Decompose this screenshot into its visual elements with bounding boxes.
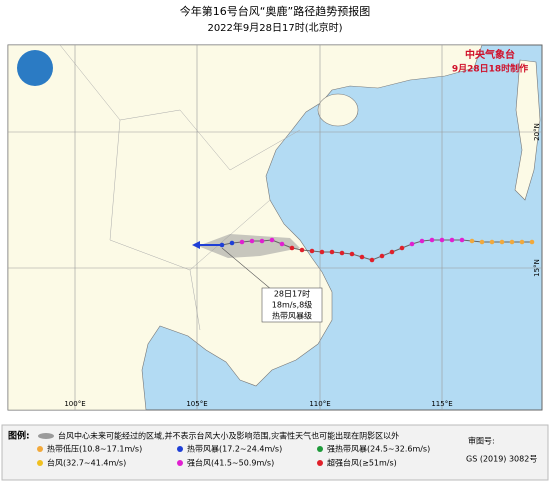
agency: 中央气象台 [465, 48, 515, 61]
track-point [339, 250, 345, 256]
map: 100°E 105°E 110°E 115°E 20°N 15°N 28日17时… [7, 44, 543, 411]
legend-items: 热带低压(10.8~17.1m/s) 热带风暴(17.2~24.4m/s) 强热带风… [37, 444, 430, 468]
legend-symbol [317, 446, 323, 452]
track-point [239, 239, 245, 245]
legend-label: 强台风(41.5~50.9m/s) [187, 458, 274, 468]
track-point [259, 238, 265, 244]
legend-box [1, 424, 549, 481]
track-point [329, 249, 335, 255]
graticule [8, 45, 542, 410]
legend-symbol [37, 446, 43, 452]
cone [198, 234, 300, 258]
track-point [419, 238, 425, 244]
track-point [429, 237, 435, 243]
title: 今年第16号台风“奥鹿”路径趋势预报图 [180, 4, 370, 18]
track-point [249, 238, 255, 244]
hainan [317, 93, 359, 127]
track-point [529, 239, 535, 245]
lon-label: 105°E [186, 400, 207, 408]
annotation-box [261, 287, 323, 323]
legend-symbol [177, 460, 183, 466]
annotation: 28日17时 [274, 289, 310, 299]
track-point [399, 245, 405, 251]
luzon [514, 59, 541, 201]
track-arrowhead [192, 241, 200, 249]
legend-symbol [177, 446, 183, 452]
track-point [269, 237, 275, 243]
legend-label: 强热带风暴(24.5~32.6m/s) [327, 444, 430, 454]
track-point [519, 239, 525, 245]
lon-label: 100°E [64, 400, 85, 408]
lon-label: 110°E [309, 400, 330, 408]
legend-title: 图例: [8, 430, 30, 442]
legend-cone: 台风中心未来可能经过的区域,并不表示台风大小及影响范围,灾害性天气也可能出现在阴… [58, 431, 399, 441]
lon-label: 115°E [431, 400, 452, 408]
track-point [409, 241, 415, 247]
lat-label: 15°N [533, 259, 541, 277]
legend-label: 超强台风(≥51m/s) [327, 458, 397, 468]
legend-label: 台风(32.7~41.4m/s) [47, 458, 126, 468]
track-point [319, 249, 325, 255]
legend-symbol [38, 433, 54, 439]
track-point [439, 237, 445, 243]
logo [17, 50, 53, 86]
callout-line [221, 247, 273, 291]
track-point [379, 253, 385, 259]
track-point [449, 237, 455, 243]
track-point [469, 238, 475, 244]
track-point [309, 248, 315, 254]
annotation: 18m/s,8级 [272, 300, 312, 310]
track-point [499, 239, 505, 245]
legend: 图例: 台风中心未来可能经过的区域,并不表示台风大小及影响范围,灾害性天气也可能… [1, 424, 549, 481]
legend-symbol [317, 460, 323, 466]
made-time: 9月28日18时制作 [452, 63, 528, 75]
legend-label: 热带风暴(17.2~24.4m/s) [187, 444, 282, 454]
track-point [279, 241, 285, 247]
track-point [369, 257, 375, 263]
track-point [219, 242, 225, 248]
track-point [229, 240, 235, 246]
review-label: 审图号: [468, 436, 495, 446]
legend-symbol [37, 460, 43, 466]
mainland [7, 44, 483, 411]
track-point [479, 239, 485, 245]
track-point [359, 254, 365, 260]
track-point [509, 239, 515, 245]
subtitle: 2022年9月28日17时(北京时) [207, 21, 342, 34]
lat-label: 20°N [533, 123, 541, 141]
annotation: 热带风暴级 [272, 311, 312, 321]
review-code: GS (2019) 3082号 [466, 455, 537, 464]
track-point [389, 249, 395, 255]
track-point [349, 251, 355, 257]
track-point [289, 245, 295, 251]
track-point [459, 237, 465, 243]
track [192, 237, 535, 263]
legend-label: 热带低压(10.8~17.1m/s) [47, 444, 142, 454]
track-point [299, 247, 305, 253]
track-point [489, 239, 495, 245]
